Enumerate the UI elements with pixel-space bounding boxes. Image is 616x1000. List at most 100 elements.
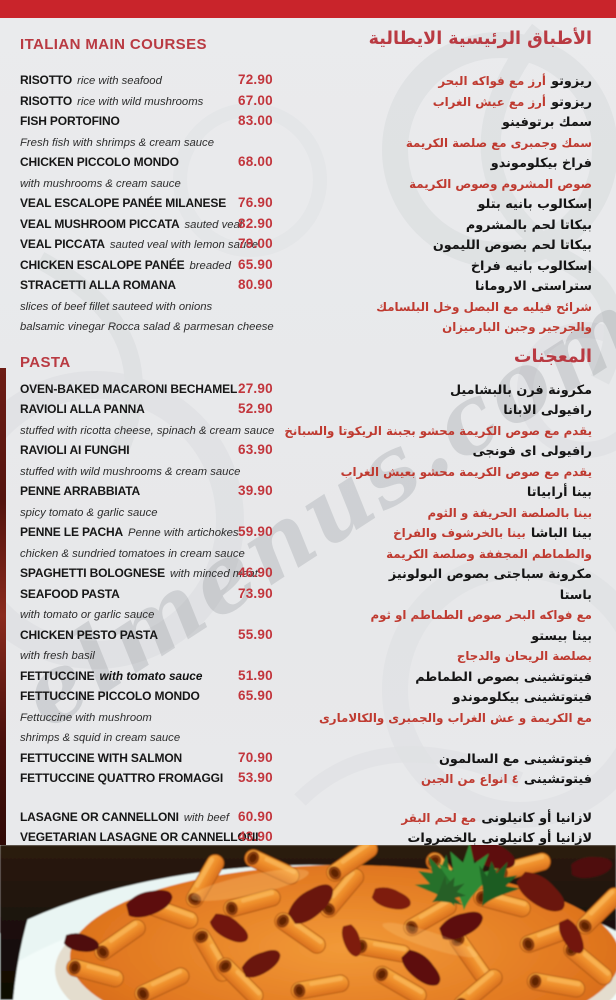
menu-item-row: CHICKEN ESCALOPE PANÉE breaded 65.90 إسكالو… — [20, 255, 592, 276]
item-price: 80.90 — [238, 277, 273, 292]
item-note: with beef — [183, 811, 230, 824]
item-name: FETTUCCINE PICCOLO MONDO — [20, 689, 200, 703]
menu-item-row: OVEN-BAKED MACARONI BECHAMEL 27.90 مكرونة … — [20, 379, 592, 400]
item-price: 73.90 — [238, 585, 273, 601]
item-name: FETTUCCINE QUATTRO FROMAGGI — [20, 771, 224, 785]
item-arabic: بينا بالصلصة الحريفة و الثوم — [427, 505, 592, 520]
menu-item-row: RISOTTO rice with seafood 72.90 ريزوتو أرز … — [20, 70, 592, 91]
item-name: PENNE LE PACHA — [20, 525, 124, 539]
item-name: RISOTTO — [20, 73, 73, 87]
item-name: LASAGNE OR CANNELLONI — [20, 809, 179, 824]
item-arabic: ستراستى الارومانا — [475, 279, 592, 294]
item-arabic: بيكاتا لحم بالمشروم — [465, 217, 592, 233]
menu-item-row: FISH PORTOFINO 83.00 سمك برتوفينو — [20, 111, 592, 132]
item-price: 59.90 — [238, 524, 273, 539]
item-name: CHICKEN PESTO PASTA — [20, 627, 158, 642]
item-arabic: مع الكريمة و عش الغراب والجمبرى والكالام… — [318, 710, 592, 725]
item-arabic: فيتوتشينى بيكلوموندو — [452, 690, 592, 705]
item-name: VEAL ESCALOPE PANÉE MILANESE — [20, 196, 227, 210]
menu-item-row: PENNE ARRABBIATA 39.90 بينا أرابياتا — [20, 481, 592, 502]
item-note: rice with wild mushrooms — [77, 95, 204, 108]
item-price: 53.90 — [238, 770, 273, 785]
item-arabic: إسكالوب بانيه بتلو — [477, 197, 593, 212]
item-arabic: رافيولى الابانا — [503, 403, 592, 418]
item-name: RISOTTO — [20, 93, 73, 108]
menu-item-row: SPAGHETTI BOLOGNESE with minced meat 46.90… — [20, 563, 592, 584]
dish-photo — [0, 845, 616, 1000]
item-price: 43.90 — [238, 829, 273, 844]
item-name: STRACETTI ALLA ROMANA — [20, 278, 176, 292]
item-arabic: إسكالوب بانيه فراخ — [470, 258, 592, 274]
item-description: shrimps & squid in cream sauce — [20, 732, 181, 744]
menu-desc-row: slices of beef fillet sauteed with onion… — [20, 296, 592, 317]
item-name: FISH PORTOFINO — [20, 114, 120, 128]
item-price: 70.90 — [238, 749, 273, 765]
item-price: 65.90 — [238, 256, 273, 272]
menu-desc-row: with tomato or garlic sauce مع فواكه الب… — [20, 604, 592, 625]
item-price: 63.90 — [238, 442, 273, 457]
menu-item-row: VEAL MUSHROOM PICCATA sauted veal 82.90 بيك… — [20, 214, 592, 235]
item-name: RAVIOLI AI FUNGHI — [20, 443, 130, 457]
item-note: rice with seafood — [77, 75, 162, 87]
item-name: FETTUCCINE — [20, 668, 95, 683]
item-description: with mushrooms & cream sauce — [20, 177, 181, 190]
item-arabic: يقدم مع صوص الكريمة محشو بعيش الغراب — [340, 464, 592, 479]
menu-desc-row: Fettuccine with mushroom مع الكريمة و عش… — [20, 707, 592, 728]
item-arabic: سمك وجمبرى مع صلصة الكريمة — [405, 135, 592, 150]
menu-item-row: FETTUCCINE WITH SALMON 70.90 فيتوتشينى مع … — [20, 748, 592, 769]
item-name: SEAFOOD PASTA — [20, 586, 120, 601]
item-name: PENNE ARRABBIATA — [20, 484, 141, 498]
menu-item-row: FETTUCCINE PICCOLO MONDO 65.90 فيتوتشينى ب… — [20, 686, 592, 707]
item-arabic: بصلصة الريحان والدجاج — [456, 649, 592, 663]
item-name: VEGETARIAN LASAGNE OR CANNELLONI — [20, 830, 259, 844]
item-arabic: مع فواكه البحر صوص الطماطم او ثوم — [370, 608, 593, 622]
item-arabic: باستا — [559, 587, 592, 603]
menu-item-row: RAVIOLI AI FUNGHI 63.90 رافيولى اى فونجى — [20, 440, 592, 461]
item-arabic: ريزوتو أرز مع فواكه البحر — [438, 74, 592, 89]
section-title-en: ITALIAN MAIN COURSES — [20, 36, 207, 53]
item-price: 39.90 — [238, 483, 273, 498]
item-arabic: مكرونة فرن بالبشاميل — [449, 382, 592, 398]
item-description: balsamic vinegar Rocca salad & parmesan … — [20, 321, 274, 333]
section-title-ar: المعجنات — [513, 346, 592, 367]
menu-item-row: RISOTTO rice with wild mushrooms 67.00 ريزو… — [20, 91, 592, 112]
menu-item-row: FETTUCCINE with tomato sauce 51.90 فيتوتشين… — [20, 666, 592, 687]
item-arabic: شرائح فيليه مع البصل وخل البلسامك — [376, 299, 592, 314]
item-price: 46.90 — [238, 565, 273, 580]
item-price: 82.90 — [238, 215, 273, 231]
item-arabic: ريزوتو أرز مع عيش الغراب — [432, 94, 592, 110]
item-price: 60.90 — [238, 808, 273, 824]
menu-item-row: CHICKEN PESTO PASTA 55.90 بينا بيستو — [20, 625, 592, 646]
item-price: 67.00 — [238, 92, 273, 108]
item-price: 72.90 — [238, 72, 273, 87]
item-description: with tomato or garlic sauce — [20, 609, 155, 621]
item-arabic: فراخ بيكلوموندو — [490, 156, 592, 171]
item-arabic: والجرجير وجبن البارميزان — [442, 320, 592, 334]
item-arabic: مكرونة سباجتى بصوص البولونيز — [388, 567, 592, 582]
item-description: spicy tomato & garlic sauce — [20, 506, 158, 519]
menu-desc-row: stuffed with ricotta cheese, spinach & c… — [20, 420, 592, 441]
item-note: with minced meat — [169, 568, 258, 580]
item-description: Fresh fish with shrimps & cream sauce — [20, 136, 214, 149]
menu-desc-row: spicy tomato & garlic sauce بينا بالصلصة… — [20, 502, 592, 523]
menu-item-row: FETTUCCINE QUATTRO FROMAGGI 53.90 فيتوتشين… — [20, 768, 592, 789]
menu-item-row: VEGETARIAN LASAGNE OR CANNELLONI 43.90 لاز… — [20, 827, 592, 848]
item-price: 51.90 — [238, 667, 273, 683]
item-name: VEAL PICCATA — [20, 237, 105, 251]
menu-desc-row: stuffed with wild mushrooms & cream sauc… — [20, 461, 592, 482]
section-title-en: PASTA — [20, 353, 71, 371]
item-price: 79.00 — [238, 236, 273, 251]
menu-item-row: STRACETTI ALLA ROMANA 80.90 ستراستى الاروم… — [20, 275, 592, 296]
item-price: 83.00 — [238, 113, 273, 128]
item-description: chicken & sundried tomatoes in cream sau… — [20, 547, 245, 560]
item-arabic: لازانيا أو كانيلونى مع لحم البقر — [401, 810, 592, 826]
item-price: 68.00 — [238, 154, 273, 169]
menu-item-row: PENNE LE PACHA Penne with artichokes 59.90… — [20, 522, 592, 543]
item-description: stuffed with ricotta cheese, spinach & c… — [20, 424, 275, 437]
item-arabic: لازانيا أو كانيلونى بالخضروات — [407, 831, 592, 846]
item-price: 76.90 — [238, 195, 273, 210]
menu-desc-row: chicken & sundried tomatoes in cream sau… — [20, 543, 592, 564]
item-name: RAVIOLI ALLA PANNA — [20, 402, 145, 416]
item-name: SPAGHETTI BOLOGNESE — [20, 566, 165, 580]
left-photo-edge-strip — [0, 368, 6, 845]
